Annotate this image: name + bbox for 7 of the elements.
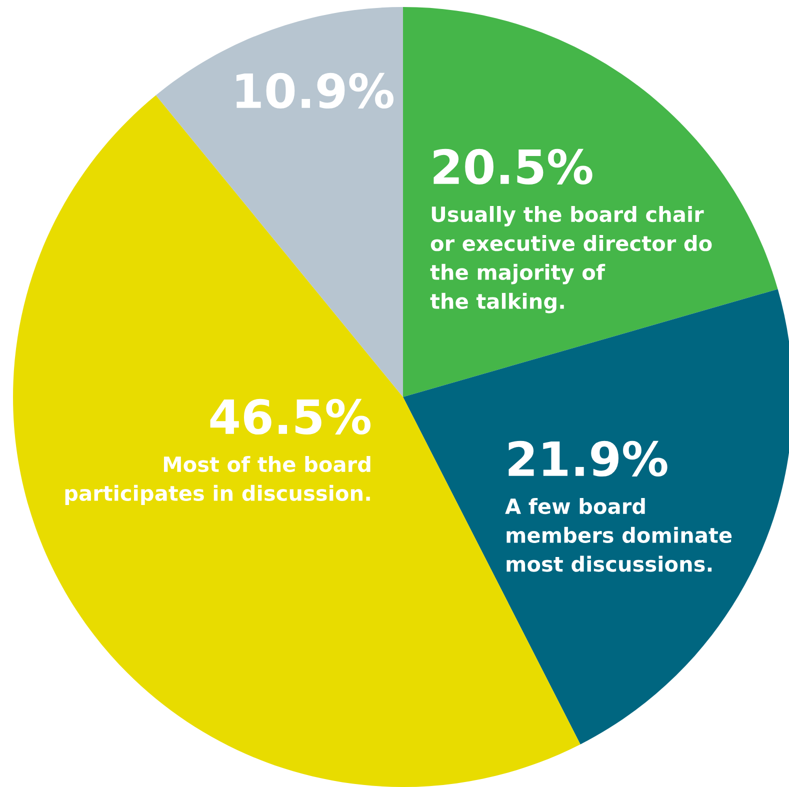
- data-label: 46.5%: [210, 398, 370, 435]
- data-label: 21.9%: [508, 440, 668, 477]
- slice-label: A few board members dominate most discussions.: [505, 498, 732, 572]
- slice-label: Usually the board chair or executive director do the majority of the talking.: [430, 206, 712, 314]
- data-label: 10.9%: [236, 72, 394, 109]
- data-label: 20.5%: [434, 148, 592, 185]
- slice-label: Most of the board participates in discussion.: [65, 456, 370, 506]
